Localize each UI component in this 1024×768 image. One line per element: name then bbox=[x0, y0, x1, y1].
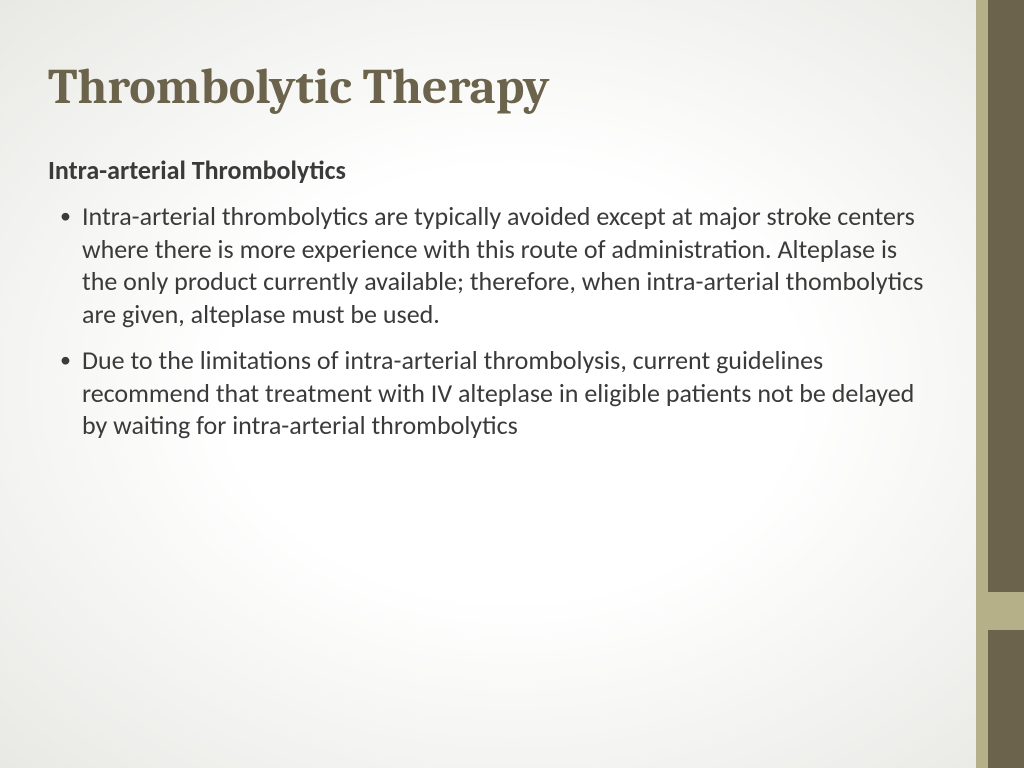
slide-subheading: Intra-arterial Thrombolytics bbox=[48, 154, 928, 186]
sidebar-stripe-inner bbox=[976, 0, 988, 768]
slide-title: Thrombolytic Therapy bbox=[48, 58, 928, 116]
bullet-item: Intra-arterial thrombolytics are typical… bbox=[82, 200, 928, 330]
bullet-item: Due to the limitations of intra-arterial… bbox=[82, 344, 928, 442]
sidebar-stripe-outer bbox=[988, 0, 1024, 768]
bullet-list: Intra-arterial thrombolytics are typical… bbox=[48, 200, 928, 442]
sidebar-accent-block bbox=[976, 592, 1024, 630]
slide-content: Thrombolytic Therapy Intra-arterial Thro… bbox=[48, 58, 928, 456]
